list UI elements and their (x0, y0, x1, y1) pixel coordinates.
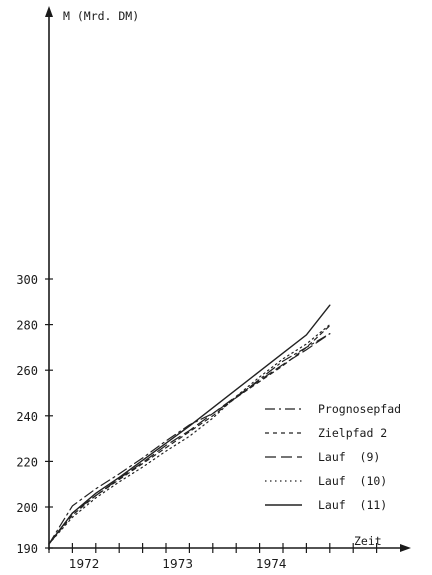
y-tick-label: 200 (16, 501, 38, 515)
series-lines (48, 304, 331, 545)
y-axis-arrow (45, 6, 53, 17)
series-line-4 (48, 324, 331, 545)
legend-label: Lauf (11) (318, 498, 387, 512)
y-tick-label: 280 (16, 319, 38, 333)
y-tick-label: 240 (16, 410, 38, 424)
legend: Prognosepfad Zielpfad 2 Lauf (9) Lauf (10) L… (265, 402, 401, 512)
y-tick-label: 300 (16, 273, 38, 287)
x-axis-label: Zeit (354, 534, 382, 548)
legend-label: Lauf (9) (318, 450, 380, 464)
legend-label: Prognosepfad (318, 402, 401, 416)
axes: 190 200 220 240 260 280 300 1972 1973 1974 M (Mrd.… (16, 6, 411, 571)
x-tick-label: 1974 (256, 557, 287, 571)
y-tick-label: 190 (16, 542, 38, 556)
x-tick-label: 1972 (69, 557, 100, 571)
legend-label: Lauf (10) (318, 474, 387, 488)
x-tick-label: 1973 (162, 557, 193, 571)
series-line-3 (48, 333, 331, 545)
legend-label: Zielpfad 2 (318, 426, 387, 440)
y-axis-label: M (Mrd. DM) (63, 9, 139, 23)
x-axis-arrow (400, 544, 411, 552)
y-tick-label: 220 (16, 455, 38, 469)
y-tick-label: 260 (16, 364, 38, 378)
series-line-5 (48, 304, 331, 545)
series-line-1 (48, 333, 331, 545)
